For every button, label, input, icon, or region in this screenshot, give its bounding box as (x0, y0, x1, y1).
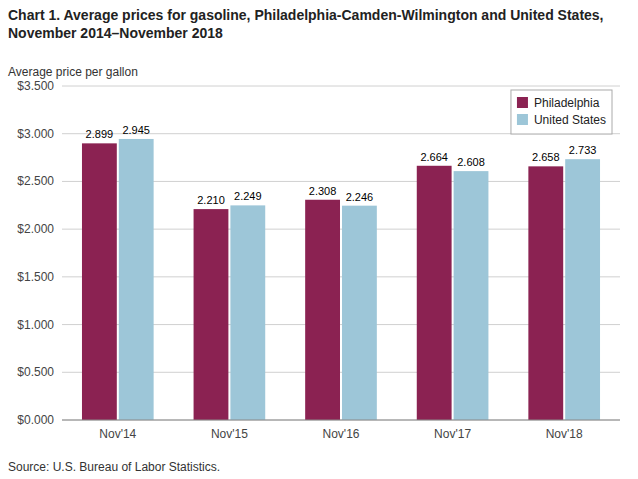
data-label: 2.945 (122, 124, 150, 136)
data-label: 2.210 (197, 194, 225, 206)
data-label: 2.664 (420, 151, 448, 163)
bar (342, 206, 377, 420)
legend: Philadelphia United States (511, 90, 612, 134)
data-labels: 2.899 2.210 2.308 2.664 2.658 2.945 2.249 2.246… (86, 124, 597, 206)
y-tick-label: $3.500 (17, 79, 54, 93)
bar (82, 143, 117, 420)
legend-swatch (517, 114, 528, 125)
legend-entry: United States (534, 113, 606, 127)
legend-entry: Philadelphia (534, 96, 600, 110)
bars (82, 139, 600, 420)
chart-container: Chart 1. Average prices for gasoline, Ph… (0, 0, 638, 479)
legend-swatch (517, 97, 528, 108)
x-axis-line (62, 420, 620, 421)
bar (194, 209, 229, 420)
bar (528, 166, 563, 420)
x-tick-label: Nov'17 (434, 427, 471, 441)
x-tick-label: Nov'18 (546, 427, 583, 441)
grid-line (62, 86, 620, 87)
y-tick-label: $1.500 (17, 270, 54, 284)
bar (454, 171, 489, 420)
y-tick-label: $0.500 (17, 365, 54, 379)
y-tick-label: $0.000 (17, 413, 54, 427)
bar (305, 200, 340, 420)
bar (565, 159, 600, 420)
data-label: 2.608 (457, 156, 485, 168)
x-tick-label: Nov'16 (323, 427, 360, 441)
data-label: 2.246 (346, 191, 374, 203)
y-tick-label: $2.500 (17, 174, 54, 188)
source-note: Source: U.S. Bureau of Labor Statistics. (8, 460, 220, 474)
y-axis-label: Average price per gallon (8, 65, 138, 79)
y-tick-label: $1.000 (17, 318, 54, 332)
title: Chart 1. Average prices for gasoline, Ph… (8, 7, 604, 41)
y-tick-label: $2.000 (17, 222, 54, 236)
data-label: 2.308 (309, 185, 337, 197)
bar (417, 166, 452, 420)
chart-svg: Chart 1. Average prices for gasoline, Ph… (0, 0, 638, 479)
x-tick-label: Nov'14 (99, 427, 136, 441)
bar (119, 139, 154, 420)
data-label: 2.249 (234, 190, 262, 202)
legend-frame (511, 90, 612, 134)
data-label: 2.899 (86, 128, 114, 140)
x-tick-label: Nov'15 (211, 427, 248, 441)
grid (62, 86, 620, 420)
data-label: 2.733 (569, 144, 597, 156)
y-tick-label: $3.000 (17, 127, 54, 141)
data-label: 2.658 (532, 151, 560, 163)
grid-line (62, 420, 620, 421)
bar (230, 205, 265, 420)
